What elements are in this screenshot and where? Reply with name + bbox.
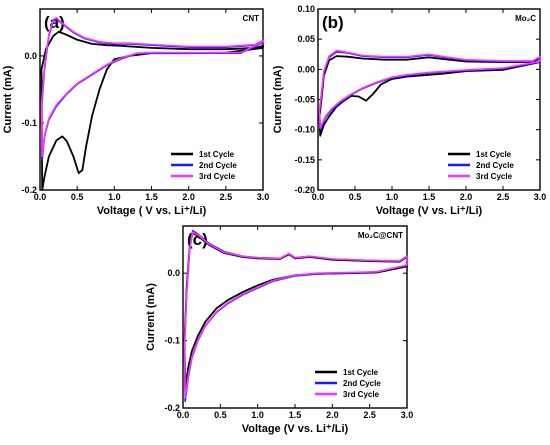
panel-label: (b) — [322, 13, 344, 32]
x-tick-label: 3.0 — [401, 410, 414, 420]
legend-entry: 3rd Cycle — [343, 390, 380, 399]
x-tick-label: 0.0 — [34, 192, 47, 202]
sample-label: Mo₂C@CNT — [358, 231, 403, 240]
y-tick-label: -0.2 — [21, 185, 37, 195]
legend-entry: 2nd Cycle — [476, 161, 514, 170]
x-tick-label: 1.5 — [289, 410, 302, 420]
x-tick-label: 3.0 — [534, 192, 547, 202]
legend-entry: 1st Cycle — [343, 368, 379, 377]
x-tick-label: 2.5 — [497, 192, 510, 202]
y-tick-label: 0.0 — [24, 51, 37, 61]
x-tick-label: 1.0 — [386, 192, 399, 202]
y-tick-label: -0.05 — [294, 95, 315, 105]
x-tick-label: 2.5 — [220, 192, 233, 202]
x-tick-label: 0.5 — [349, 192, 362, 202]
y-tick-label: 0.00 — [297, 64, 315, 74]
sample-label: CNT — [243, 14, 260, 23]
y-tick-label: -0.20 — [294, 185, 315, 195]
y-tick-label: -0.15 — [294, 155, 315, 165]
x-tick-label: 2.0 — [182, 192, 195, 202]
x-tick-label: 2.5 — [363, 410, 376, 420]
panel-a: 0.0 0.5 1.0 1.5 2.0 2.5 3.0 -0.2 -0.1 0.0 Voltage … — [2, 8, 270, 217]
series-line-3 — [40, 16, 264, 158]
x-tick-label: 3.0 — [257, 192, 270, 202]
x-tick-label: 0.5 — [71, 192, 84, 202]
y-axis-label: Current (mA) — [2, 65, 14, 133]
legend-entry: 1st Cycle — [199, 150, 235, 159]
y-axis-label: Current (mA) — [272, 65, 284, 133]
x-tick-label: 2.0 — [326, 410, 339, 420]
y-tick-label: -0.1 — [21, 118, 37, 128]
legend-entry: 3rd Cycle — [476, 172, 513, 181]
y-tick-label: -0.1 — [164, 336, 180, 346]
sample-label: Mo₂C — [515, 14, 536, 23]
series-line-3 — [318, 49, 541, 129]
x-tick-label: 1.5 — [423, 192, 436, 202]
panel-label: (a) — [44, 13, 65, 32]
y-axis-label: Current (mA) — [145, 283, 157, 351]
y-tick-label: -0.2 — [164, 403, 180, 413]
legend-entry: 1st Cycle — [476, 150, 512, 159]
panel-c: 0.0 0.5 1.0 1.5 2.0 2.5 3.0 -0.2 -0.1 0.0 Voltage … — [145, 225, 414, 435]
x-tick-label: 1.0 — [108, 192, 121, 202]
y-tick-label: -0.10 — [294, 125, 315, 135]
legend-entry: 3rd Cycle — [199, 172, 236, 181]
x-axis-label: Voltage (V vs. Li⁺/Li) — [242, 423, 349, 435]
panel-b: 0.0 0.5 1.0 1.5 2.0 2.5 3.0 -0.20 -0.15 -0.10 -0.0… — [272, 4, 546, 217]
x-axis-label: Voltage (V vs. Li⁺/Li) — [376, 205, 483, 217]
x-tick-label: 0.5 — [214, 410, 227, 420]
x-tick-label: 2.0 — [460, 192, 473, 202]
legend-entry: 2nd Cycle — [343, 379, 381, 388]
x-tick-label: 0.0 — [312, 192, 325, 202]
x-tick-label: 1.5 — [145, 192, 158, 202]
x-tick-label: 0.0 — [177, 410, 190, 420]
series-line-3 — [183, 231, 408, 399]
y-tick-label: 0.05 — [297, 34, 315, 44]
series-line-2 — [318, 51, 541, 131]
legend-entry: 2nd Cycle — [199, 161, 237, 170]
x-tick-label: 1.0 — [251, 410, 264, 420]
x-axis-label: Voltage ( V vs. Li⁺/Li) — [97, 205, 207, 217]
series-line-2 — [40, 18, 264, 161]
y-tick-label: 0.10 — [297, 4, 315, 14]
y-tick-label: 0.0 — [167, 268, 180, 278]
